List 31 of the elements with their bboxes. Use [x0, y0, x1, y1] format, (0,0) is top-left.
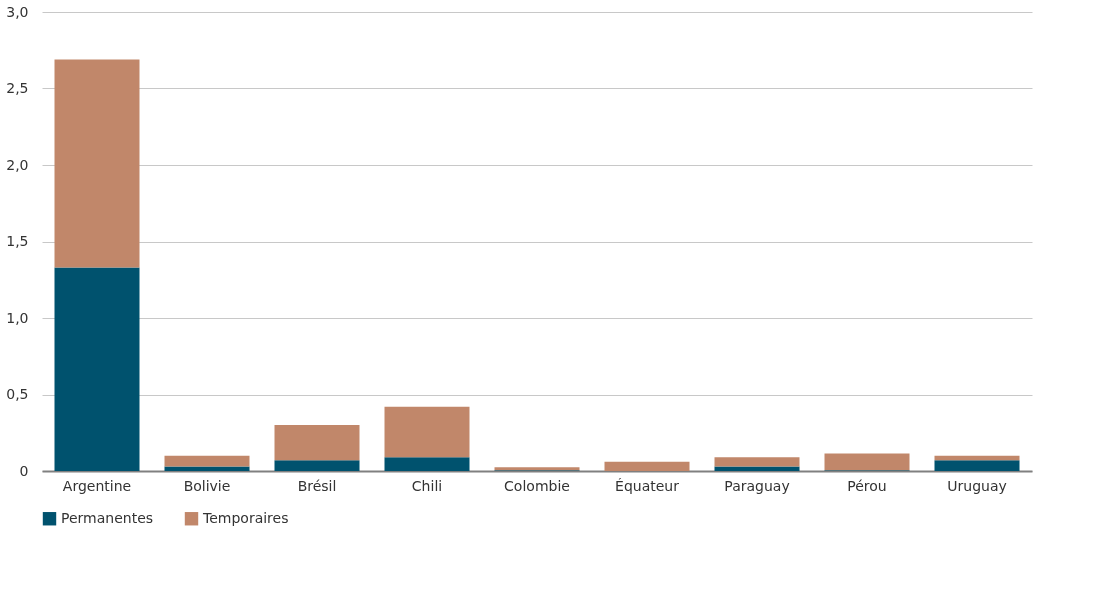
- x-tick-label: Uruguay: [947, 477, 1007, 494]
- x-tick-label: Chili: [411, 477, 443, 494]
- bar: [824, 453, 910, 471]
- y-tick-label: 0: [19, 462, 29, 479]
- y-tick-label: 0,5: [6, 386, 29, 402]
- x-tick-label: Paraguay: [724, 477, 790, 494]
- bar: [714, 457, 800, 467]
- bar: [384, 406, 470, 458]
- bar: [384, 457, 470, 471]
- bar: [164, 466, 250, 471]
- x-tick-label: Bolivie: [183, 477, 231, 494]
- bar: [714, 466, 800, 471]
- x-tick-label: Colombie: [504, 477, 570, 494]
- x-tick-label: Brésil: [297, 477, 337, 494]
- legend-label: Permanentes: [61, 509, 154, 526]
- bar: [604, 461, 690, 471]
- y-tick-label: 2,5: [6, 80, 29, 96]
- bar: [54, 59, 140, 268]
- bar: [164, 455, 250, 467]
- bar: [934, 460, 1020, 471]
- y-tick-label: 1,5: [6, 233, 29, 249]
- x-tick-label: Pérou: [847, 477, 887, 494]
- y-tick-label: 2,0: [6, 156, 29, 173]
- y-tick-label: 1,0: [6, 309, 29, 326]
- bar: [54, 267, 140, 471]
- bar: [274, 460, 360, 471]
- legend-label: Temporaires: [202, 509, 289, 526]
- bar: [274, 425, 360, 461]
- x-tick-label: Équateur: [615, 477, 680, 494]
- y-tick-label: 3,0: [6, 3, 29, 20]
- x-tick-label: Argentine: [62, 477, 132, 494]
